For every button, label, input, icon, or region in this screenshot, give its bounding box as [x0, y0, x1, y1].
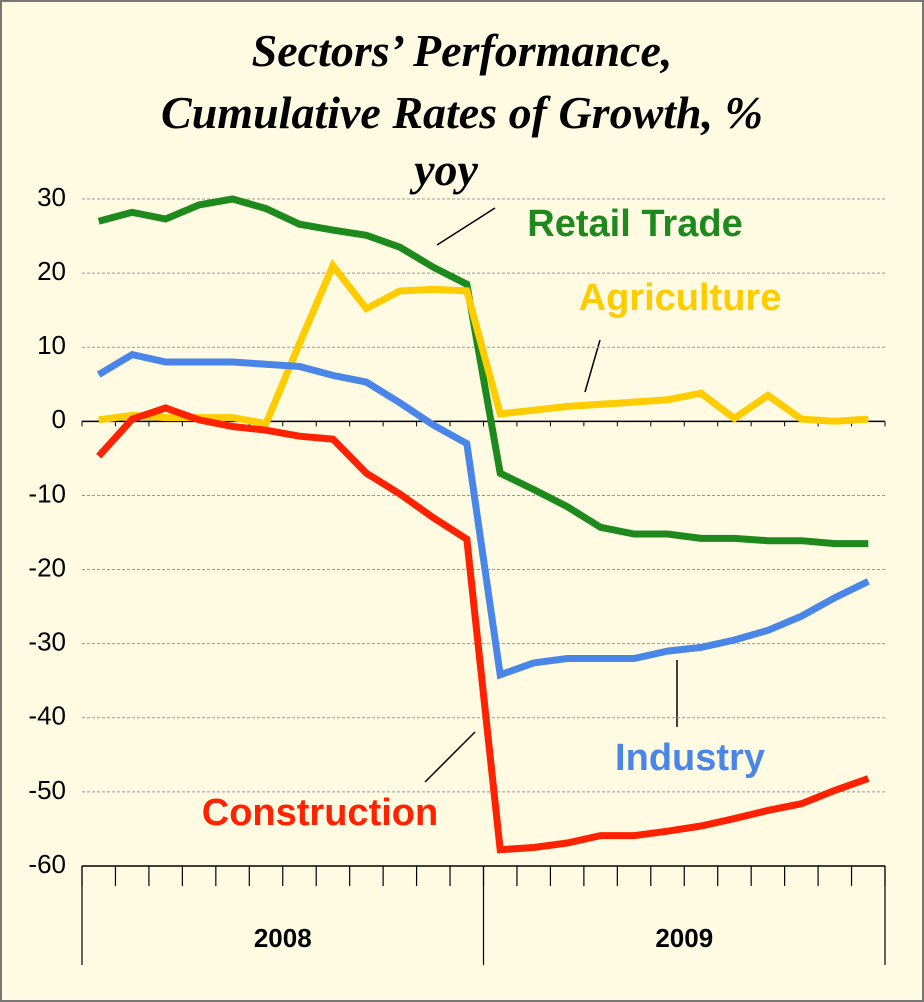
- y-tick-label: 10: [37, 330, 66, 360]
- leader-line: [436, 207, 496, 246]
- y-tick-label: -60: [28, 849, 66, 879]
- y-tick-label: 30: [37, 182, 66, 212]
- y-tick-label: 20: [37, 256, 66, 286]
- series-label: Agriculture: [579, 277, 782, 319]
- y-tick-label: -50: [28, 775, 66, 805]
- leader-line: [584, 339, 601, 393]
- y-tick-label: -20: [28, 552, 66, 582]
- series-line: [97, 195, 869, 548]
- series-line: [96, 404, 870, 854]
- leader-lines: [424, 207, 678, 783]
- chart-title: Cumulative Rates of Growth, %: [161, 87, 763, 138]
- y-tick-label: -30: [28, 627, 66, 657]
- y-tick-label: -10: [28, 478, 66, 508]
- series-label: Construction: [202, 792, 438, 834]
- y-tick-label: -40: [28, 701, 66, 731]
- series-label: Industry: [615, 737, 765, 779]
- series-line: [98, 258, 869, 428]
- series-label: Retail Trade: [527, 203, 742, 245]
- chart-title: yoy: [409, 144, 478, 195]
- group-label: 2008: [254, 923, 312, 953]
- chart-title: Sectors’ Performance,: [252, 25, 673, 76]
- y-tick-label: 0: [52, 404, 66, 434]
- group-label: 2009: [655, 923, 713, 953]
- series-line: [96, 350, 870, 680]
- leader-line: [424, 731, 476, 783]
